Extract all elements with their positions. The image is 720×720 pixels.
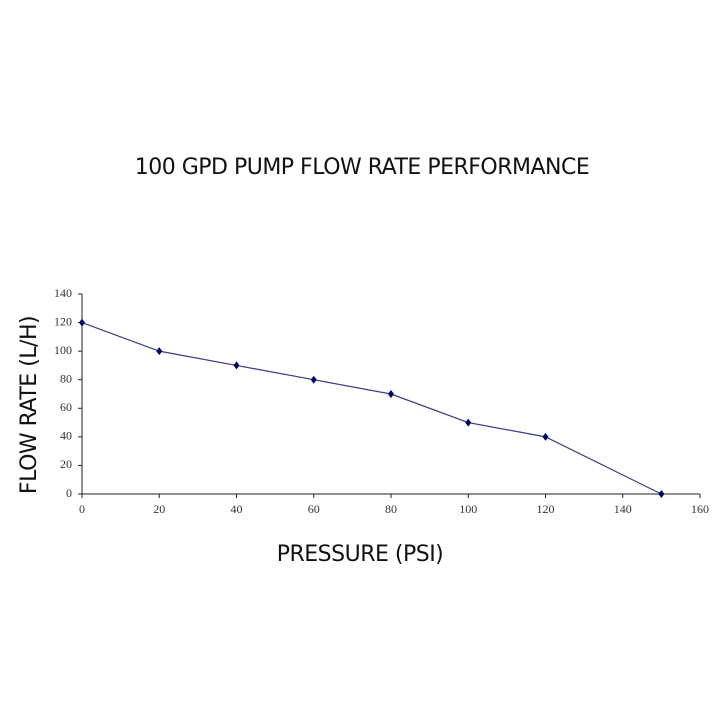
y-tick-label: 40 (60, 429, 72, 443)
y-tick-label: 140 (54, 286, 72, 300)
point (233, 361, 240, 370)
point (388, 390, 394, 398)
x-tick-label: 80 (385, 502, 397, 516)
point (310, 375, 317, 384)
y-tick-label: 100 (54, 343, 72, 357)
x-tick-label: 60 (308, 502, 320, 516)
x-tick-label: 0 (79, 502, 85, 516)
point (156, 347, 163, 356)
point (465, 418, 472, 427)
y-axis-label: FLOW RATE (L/H) (17, 316, 42, 494)
x-tick-label: 140 (614, 502, 632, 516)
y-tick-label: 60 (60, 400, 72, 414)
point (542, 432, 549, 441)
y-tick-label: 0 (66, 486, 72, 500)
x-axis-label: PRESSURE (PSI) (277, 542, 444, 567)
x-tick-label: 100 (459, 502, 477, 516)
point (658, 490, 665, 498)
x-tick-label: 120 (537, 502, 555, 516)
x-tick-label: 160 (691, 502, 709, 516)
y-tick-label: 120 (54, 314, 72, 328)
point (79, 318, 85, 327)
x-tick-label: 40 (231, 502, 243, 516)
x-tick-label: 20 (153, 502, 165, 516)
y-tick-label: 20 (60, 457, 72, 471)
chart-title: 100 GPD PUMP FLOW RATE PERFORMANCE (135, 155, 590, 180)
y-tick-label: 80 (60, 371, 72, 385)
series-line (81, 322, 662, 495)
